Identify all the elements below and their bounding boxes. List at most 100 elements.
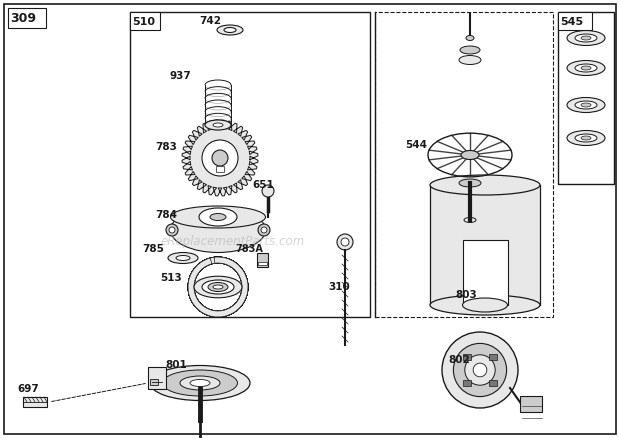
Text: 309: 309 <box>10 13 36 25</box>
Ellipse shape <box>168 252 198 264</box>
Ellipse shape <box>170 208 265 252</box>
Wedge shape <box>188 257 248 317</box>
Bar <box>130 12 160 30</box>
Circle shape <box>169 227 175 233</box>
Bar <box>489 354 497 360</box>
Circle shape <box>258 224 270 236</box>
Ellipse shape <box>213 285 223 289</box>
Ellipse shape <box>180 376 220 390</box>
Ellipse shape <box>176 255 190 261</box>
Text: 937: 937 <box>170 71 192 81</box>
Ellipse shape <box>162 370 237 396</box>
Ellipse shape <box>567 131 605 145</box>
Ellipse shape <box>190 379 210 386</box>
Circle shape <box>337 234 353 250</box>
Text: 513: 513 <box>160 273 182 283</box>
Wedge shape <box>188 257 248 317</box>
Ellipse shape <box>575 34 597 42</box>
Wedge shape <box>188 257 248 317</box>
Bar <box>558 12 592 30</box>
Text: 310: 310 <box>328 282 350 292</box>
Wedge shape <box>188 257 248 317</box>
Ellipse shape <box>581 66 591 70</box>
Circle shape <box>453 343 507 396</box>
Ellipse shape <box>430 295 540 315</box>
Wedge shape <box>188 257 248 317</box>
Bar <box>258 262 267 265</box>
Ellipse shape <box>224 28 236 32</box>
Ellipse shape <box>170 206 265 228</box>
Wedge shape <box>188 257 248 317</box>
Circle shape <box>261 227 267 233</box>
Text: 783A: 783A <box>235 244 263 254</box>
Text: 784: 784 <box>155 210 177 220</box>
Wedge shape <box>188 257 248 317</box>
Wedge shape <box>188 257 248 317</box>
Text: 697: 697 <box>17 384 38 394</box>
Bar <box>148 367 166 389</box>
Wedge shape <box>188 257 248 317</box>
Bar <box>463 380 471 386</box>
Circle shape <box>166 224 178 236</box>
Ellipse shape <box>466 35 474 40</box>
Bar <box>430 185 540 305</box>
Text: 742: 742 <box>199 16 221 26</box>
Ellipse shape <box>567 60 605 75</box>
Bar <box>8 8 46 28</box>
Ellipse shape <box>460 46 480 54</box>
Wedge shape <box>188 257 248 317</box>
Bar <box>130 12 370 317</box>
Bar <box>23 397 47 407</box>
Text: 801: 801 <box>165 360 187 370</box>
Ellipse shape <box>459 56 481 64</box>
Wedge shape <box>188 257 248 317</box>
Circle shape <box>212 150 228 166</box>
Bar <box>375 12 553 317</box>
Ellipse shape <box>581 136 591 140</box>
Ellipse shape <box>575 134 597 142</box>
Text: 802: 802 <box>448 355 470 365</box>
Ellipse shape <box>575 101 597 109</box>
Bar <box>520 396 542 412</box>
Circle shape <box>465 355 495 385</box>
Wedge shape <box>188 257 248 317</box>
Text: 651: 651 <box>252 180 274 190</box>
Wedge shape <box>188 257 248 317</box>
Wedge shape <box>188 257 248 317</box>
Text: 510: 510 <box>132 17 155 27</box>
Circle shape <box>262 185 274 197</box>
Text: 783: 783 <box>155 142 177 152</box>
Text: 545: 545 <box>560 17 583 27</box>
Ellipse shape <box>430 175 540 195</box>
Wedge shape <box>188 257 248 317</box>
Text: 544: 544 <box>405 140 427 150</box>
Wedge shape <box>188 257 248 317</box>
Ellipse shape <box>567 98 605 113</box>
Ellipse shape <box>205 120 231 130</box>
Circle shape <box>202 140 238 176</box>
Circle shape <box>442 332 518 408</box>
Wedge shape <box>188 257 248 317</box>
Bar <box>216 166 224 172</box>
Bar <box>463 354 471 360</box>
Wedge shape <box>188 257 248 317</box>
Ellipse shape <box>581 103 591 107</box>
Ellipse shape <box>202 280 234 294</box>
Ellipse shape <box>217 25 243 35</box>
Circle shape <box>473 363 487 377</box>
Bar <box>463 240 508 305</box>
Wedge shape <box>188 257 248 317</box>
Ellipse shape <box>581 36 591 40</box>
Ellipse shape <box>194 276 242 298</box>
Wedge shape <box>188 257 248 317</box>
Text: 803: 803 <box>455 290 477 300</box>
Bar <box>150 379 158 385</box>
Polygon shape <box>182 120 258 196</box>
Bar <box>558 12 614 184</box>
Wedge shape <box>188 257 248 317</box>
Wedge shape <box>188 257 248 317</box>
Wedge shape <box>188 257 248 317</box>
Ellipse shape <box>464 218 476 223</box>
Text: eReplacementParts.com: eReplacementParts.com <box>160 235 304 248</box>
Wedge shape <box>188 257 248 317</box>
